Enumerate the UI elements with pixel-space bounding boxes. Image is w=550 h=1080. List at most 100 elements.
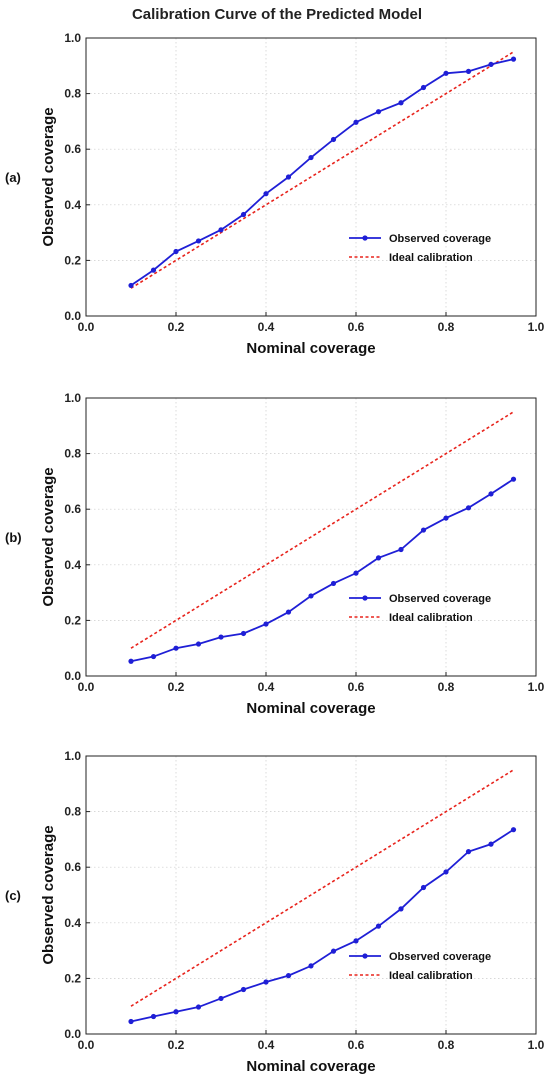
data-point-observed <box>443 70 449 76</box>
legend-label-ideal: Ideal calibration <box>389 252 473 264</box>
data-point-observed <box>128 282 134 289</box>
data-point-observed <box>263 979 269 985</box>
x-tick-label: 0.6 <box>348 320 365 334</box>
x-tick-label: 0.6 <box>348 680 365 694</box>
legend: Observed coverage Ideal calibration <box>349 593 491 624</box>
chart-panel-c: 0.0 0.2 0.4 0.6 0.8 1.0 0.0 0.2 0.4 0.6 0.8 1.0 Nomi… <box>5 749 545 1075</box>
data-point-observed <box>308 154 314 161</box>
legend-label-ideal: Ideal calibration <box>389 970 473 982</box>
x-tick-label: 0.8 <box>438 680 455 694</box>
y-tick-label: 0.2 <box>64 613 81 627</box>
data-point-observed <box>353 119 359 125</box>
data-point-observed <box>150 1013 157 1020</box>
data-point-observed <box>330 948 337 954</box>
y-tick-label: 0.6 <box>64 860 81 874</box>
x-tick-label: 1.0 <box>528 1038 545 1052</box>
x-tick-label: 0.4 <box>258 320 275 334</box>
series-line-ideal-calibration <box>130 769 514 1007</box>
y-tick-label: 0.2 <box>64 253 81 267</box>
x-tick-label: 0.8 <box>438 320 455 334</box>
data-point-observed <box>465 68 472 74</box>
data-point-observed <box>330 580 337 587</box>
data-point-observed <box>240 986 247 993</box>
y-tick-label: 0.4 <box>64 198 81 212</box>
legend-label-observed: Observed coverage <box>389 951 491 963</box>
data-point-observed <box>398 546 404 553</box>
data-point-observed <box>353 938 359 944</box>
data-point-observed <box>308 963 314 969</box>
data-point-observed <box>285 973 292 979</box>
legend-marker-observed <box>362 235 368 241</box>
data-point-observed <box>218 995 224 1002</box>
x-axis-label: Nominal coverage <box>246 700 375 717</box>
y-tick-label: 0.8 <box>64 447 81 461</box>
data-point-observed <box>510 476 517 482</box>
series-line-observed-coverage <box>130 478 514 663</box>
data-point-observed <box>150 267 157 273</box>
legend-label-observed: Observed coverage <box>389 593 491 605</box>
x-tick-label: 0.2 <box>168 1038 185 1052</box>
data-point-observed <box>510 56 517 62</box>
x-tick-label: 0.2 <box>168 680 185 694</box>
data-point-observed <box>420 84 427 91</box>
data-point-observed <box>443 869 449 875</box>
y-tick-label: 0.4 <box>64 558 81 572</box>
data-point-observed <box>398 100 404 106</box>
series-line-observed-coverage <box>130 58 514 287</box>
y-tick-label: 0.8 <box>64 87 81 101</box>
y-tick-label: 1.0 <box>64 391 81 405</box>
y-tick-label: 0.0 <box>64 309 81 323</box>
data-point-observed <box>465 505 472 511</box>
data-point-observed <box>353 570 359 576</box>
data-point-observed <box>263 191 269 197</box>
data-point-observed <box>173 1009 179 1015</box>
series-line-ideal-calibration <box>130 51 514 289</box>
x-tick-label: 0.0 <box>78 1038 95 1052</box>
x-axis-label: Nominal coverage <box>246 340 375 357</box>
panel-label: (a) <box>5 170 21 185</box>
legend-marker-observed <box>362 595 368 601</box>
data-point-observed <box>375 923 382 929</box>
data-point-observed <box>240 630 247 637</box>
data-point-observed <box>218 227 224 233</box>
legend-marker-observed <box>362 953 368 959</box>
y-tick-label: 0.2 <box>64 971 81 985</box>
y-tick-label: 0.8 <box>64 805 81 819</box>
data-point-observed <box>263 621 269 627</box>
y-tick-label: 0.6 <box>64 142 81 156</box>
data-point-observed <box>195 238 202 244</box>
x-tick-label: 0.6 <box>348 1038 365 1052</box>
x-tick-label: 0.4 <box>258 1038 275 1052</box>
data-point-observed <box>218 634 224 640</box>
legend-label-observed: Observed coverage <box>389 233 491 245</box>
data-point-observed <box>510 827 517 833</box>
legend: Observed coverage Ideal calibration <box>349 233 491 264</box>
series-line-ideal-calibration <box>130 411 514 649</box>
data-point-observed <box>330 136 337 143</box>
data-point-observed <box>443 515 449 521</box>
data-point-observed <box>285 609 292 615</box>
data-point-observed <box>398 906 404 912</box>
x-tick-label: 1.0 <box>528 320 545 334</box>
x-tick-label: 0.0 <box>78 320 95 334</box>
data-point-observed <box>488 841 494 847</box>
legend: Observed coverage Ideal calibration <box>349 951 491 982</box>
y-axis-label: Observed coverage <box>40 467 57 606</box>
data-point-observed <box>195 1004 202 1010</box>
y-tick-label: 0.0 <box>64 669 81 683</box>
data-point-observed <box>420 527 427 533</box>
chart-panel-b: 0.0 0.2 0.4 0.6 0.8 1.0 0.0 0.2 0.4 0.6 0.8 1.0 Nomi… <box>5 391 545 717</box>
y-tick-label: 0.4 <box>64 916 81 930</box>
y-axis-label: Observed coverage <box>40 825 57 964</box>
plot-frame <box>85 37 537 317</box>
x-tick-label: 0.8 <box>438 1038 455 1052</box>
plot-frame <box>85 397 537 677</box>
data-point-observed <box>150 653 157 660</box>
x-axis-label: Nominal coverage <box>246 1058 375 1075</box>
data-point-observed <box>488 491 494 497</box>
y-tick-label: 0.6 <box>64 502 81 516</box>
y-tick-label: 1.0 <box>64 749 81 763</box>
x-tick-label: 0.4 <box>258 680 275 694</box>
data-point-observed <box>308 593 314 599</box>
